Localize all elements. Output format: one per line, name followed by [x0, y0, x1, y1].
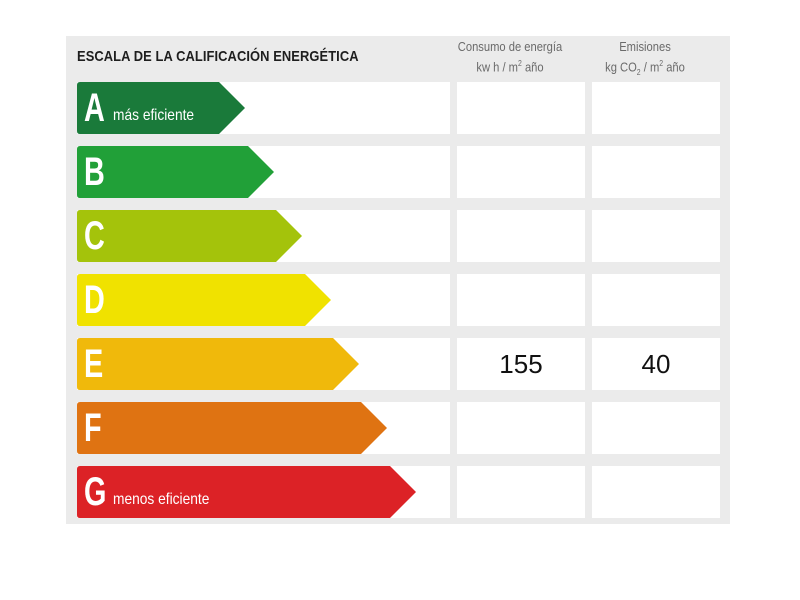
rating-arrow-d: D	[77, 274, 331, 326]
rating-row-f: F	[77, 402, 720, 454]
consumo-cell	[457, 466, 585, 518]
rating-letter: A	[84, 86, 105, 130]
consumo-value	[457, 146, 585, 198]
consumo-value	[457, 466, 585, 518]
consumo-header-line1: Consumo de energía	[457, 39, 563, 54]
consumo-value	[457, 210, 585, 262]
consumo-cell	[457, 402, 585, 454]
energy-rating-panel: ESCALA DE LA CALIFICACIÓN ENERGÉTICA Con…	[66, 36, 730, 524]
consumo-cell	[457, 146, 585, 198]
consumo-value	[457, 82, 585, 134]
emisiones-value	[592, 402, 720, 454]
label-cell: F	[77, 402, 450, 454]
emisiones-cell	[592, 146, 720, 198]
column-header-emisiones: Emisiones kg CO2 / m2 año	[590, 38, 700, 81]
emisiones-header-line1: Emisiones	[619, 39, 671, 54]
emisiones-value: 40	[641, 349, 671, 379]
emisiones-header-line2: kg CO2 / m2 año	[605, 59, 685, 77]
rating-row-d: D	[77, 274, 720, 326]
rating-arrow-e: E	[77, 338, 359, 390]
emisiones-cell	[592, 210, 720, 262]
label-cell: C	[77, 210, 450, 262]
emisiones-cell: 40	[592, 338, 720, 390]
consumo-header-line2: kw h / m2 año	[476, 59, 544, 75]
rating-letter: B	[84, 150, 105, 194]
rating-letter: C	[84, 214, 105, 258]
scale-title: ESCALA DE LA CALIFICACIÓN ENERGÉTICA	[77, 48, 359, 65]
consumo-value	[457, 274, 585, 326]
emisiones-value	[592, 466, 720, 518]
rating-arrow-b: B	[77, 146, 274, 198]
emisiones-value	[592, 146, 720, 198]
consumo-cell: 155	[457, 338, 585, 390]
label-cell: B	[77, 146, 450, 198]
emisiones-value	[592, 82, 720, 134]
emisiones-cell	[592, 402, 720, 454]
rating-letter: F	[84, 406, 102, 450]
emisiones-cell	[592, 466, 720, 518]
rating-sublabel: más eficiente	[113, 107, 195, 124]
column-header-consumo: Consumo de energía kw h / m2 año	[455, 38, 565, 75]
label-cell: D	[77, 274, 450, 326]
rating-row-b: B	[77, 146, 720, 198]
label-cell: E	[77, 338, 450, 390]
rating-arrow-c: C	[77, 210, 302, 262]
consumo-value: 155	[499, 349, 543, 379]
rating-arrow-f: F	[77, 402, 387, 454]
consumo-cell	[457, 274, 585, 326]
emisiones-value	[592, 274, 720, 326]
rating-letter: D	[84, 278, 105, 322]
rating-sublabel: menos eficiente	[113, 491, 210, 508]
rating-row-c: C	[77, 210, 720, 262]
rating-letter: E	[84, 342, 104, 386]
consumo-cell	[457, 210, 585, 262]
emisiones-cell	[592, 274, 720, 326]
consumo-cell	[457, 82, 585, 134]
rating-row-e: E 155 40	[77, 338, 720, 390]
consumo-value	[457, 402, 585, 454]
rating-letter: G	[84, 470, 107, 514]
emisiones-cell	[592, 82, 720, 134]
emisiones-value	[592, 210, 720, 262]
